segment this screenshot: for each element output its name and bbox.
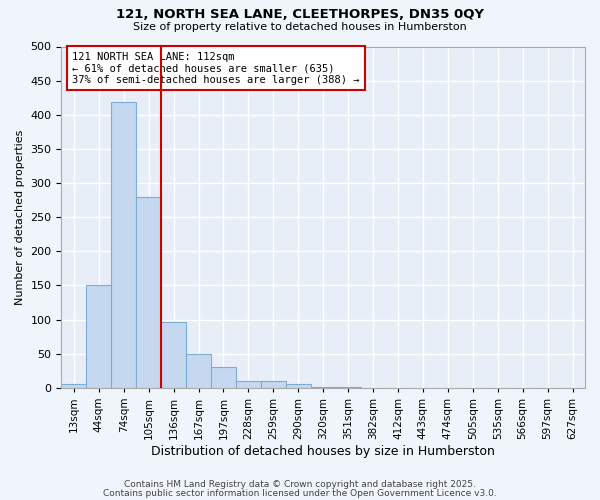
Bar — [186, 354, 211, 388]
Bar — [335, 387, 361, 388]
Bar — [161, 322, 186, 388]
Bar — [136, 196, 161, 388]
Bar — [61, 384, 86, 388]
Text: Size of property relative to detached houses in Humberston: Size of property relative to detached ho… — [133, 22, 467, 32]
Bar — [86, 284, 111, 388]
Bar — [311, 387, 335, 388]
X-axis label: Distribution of detached houses by size in Humberston: Distribution of detached houses by size … — [151, 444, 495, 458]
Bar — [286, 384, 311, 388]
Y-axis label: Number of detached properties: Number of detached properties — [15, 130, 25, 305]
Bar — [211, 368, 236, 388]
Text: 121 NORTH SEA LANE: 112sqm
← 61% of detached houses are smaller (635)
37% of sem: 121 NORTH SEA LANE: 112sqm ← 61% of deta… — [72, 52, 359, 85]
Text: 121, NORTH SEA LANE, CLEETHORPES, DN35 0QY: 121, NORTH SEA LANE, CLEETHORPES, DN35 0… — [116, 8, 484, 20]
Text: Contains public sector information licensed under the Open Government Licence v3: Contains public sector information licen… — [103, 488, 497, 498]
Bar — [261, 381, 286, 388]
Bar — [236, 381, 261, 388]
Bar — [111, 102, 136, 388]
Text: Contains HM Land Registry data © Crown copyright and database right 2025.: Contains HM Land Registry data © Crown c… — [124, 480, 476, 489]
